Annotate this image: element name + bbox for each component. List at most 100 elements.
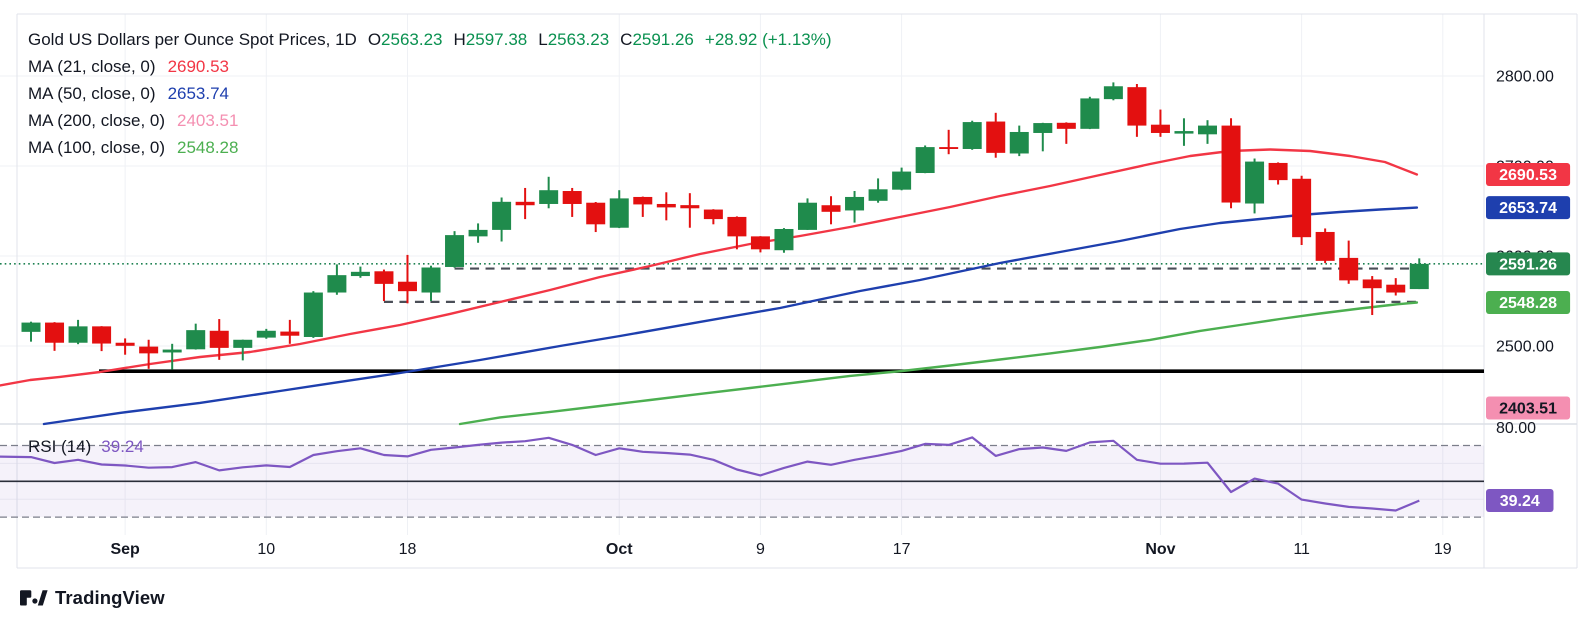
badge-label: 2653.74 [1499,200,1557,217]
ohlc-key: L [538,30,548,49]
candle-body [1315,231,1335,261]
candle [1033,122,1053,152]
candle [445,231,465,268]
time-axis-label: Oct [606,541,633,558]
badge-background [1486,163,1571,187]
time-axis-label: Sep [110,541,140,558]
axis-badge-2548-28[interactable]: 2548.28 [1486,291,1571,315]
axis-badge-2653-74[interactable]: 2653.74 [1486,196,1571,220]
time-axis-label: 10 [257,541,275,558]
candle [280,319,300,344]
candle-body [1174,131,1194,134]
ohlc-low: L2563.23 [538,30,609,49]
candle-body [397,281,417,292]
badge-background [1486,196,1571,220]
badge-label: 2548.28 [1499,295,1557,312]
candle [68,319,88,345]
time-axis-label: 9 [756,541,765,558]
candle-body [92,326,112,344]
time-axis-label: 19 [1434,541,1452,558]
candle-body [774,228,794,251]
ohlc-close: C2591.26 [620,30,694,49]
axis-badge-2690-53[interactable]: 2690.53 [1486,163,1571,187]
candle-body [139,346,159,354]
candle [1386,278,1406,296]
tradingview-wordmark: TradingView [55,587,165,608]
candle-body [280,331,300,336]
chart-frame [0,13,1578,569]
candle [374,269,394,302]
rsi-line [0,436,1420,512]
candle [868,178,888,203]
candle-body [539,190,559,204]
candle [1315,228,1335,264]
tradingview-logo-icon [20,590,48,606]
candle-body [703,209,723,220]
badge-background [1486,291,1571,315]
candle [774,228,794,253]
candle-body [350,271,370,277]
price-change: +28.92 (+1.13%) [704,30,832,49]
candle-body [750,236,770,250]
candle [515,187,535,220]
axis-badge-39-24[interactable]: 39.24 [1486,489,1554,513]
indicator-label: MA (21, close, 0) [28,57,156,76]
candle-body [374,271,394,284]
candle [1221,118,1241,209]
rsi-axis-label: 80.00 [1496,420,1536,437]
rsi-pane [0,444,1484,518]
candle [633,196,653,217]
candle-body [1268,162,1288,181]
candle-body [1245,161,1265,204]
candle [1174,118,1194,146]
indicator-label: MA (100, close, 0) [28,138,166,157]
candle-body [21,322,41,332]
indicator-label: MA (200, close, 0) [28,111,166,130]
candle [892,167,912,191]
price-axis-label: 2500.00 [1496,338,1554,355]
candle-body [1362,279,1382,289]
candle-body [868,189,888,201]
time-axis-label: Nov [1145,541,1175,558]
candle [1103,82,1123,101]
candle-body [845,196,865,211]
candle [1339,240,1359,284]
axis-badges: 2690.53 2653.74 2591.26 2548.28 2403.51 39.24 [1486,163,1571,513]
candle-body [186,330,206,350]
axis-badge-2403-51[interactable]: 2403.51 [1486,396,1571,420]
badge-background [1486,252,1571,276]
candle [915,145,935,174]
badge-label: 2690.53 [1499,167,1557,184]
chart-legend-title-row: Gold US Dollars per Ounce Spot Prices, 1… [28,31,832,49]
axis-badge-2591-26[interactable]: 2591.26 [1486,252,1571,276]
candle-body [962,122,982,149]
candle-body [233,339,253,348]
candle-body [1221,125,1241,203]
indicator-value: 2403.51 [177,111,239,130]
candle [1292,175,1312,246]
candle [421,265,441,302]
ohlc-key: O [367,30,382,49]
candle [21,321,41,342]
candle [609,190,629,229]
candle-body [586,202,606,225]
time-axis[interactable]: Sep 10 18 Oct 9 17 Nov 11 19 [110,541,1451,558]
candle-body [609,198,629,228]
indicator-legend-ma100: MA (100, close, 0) 2548.28 [28,139,238,157]
tradingview-attribution[interactable]: TradingView [20,587,165,608]
candle [233,339,253,361]
candle-body [986,121,1006,153]
badge-label: 39.24 [1500,493,1540,510]
candle-body [445,235,465,267]
badge-label: 2591.26 [1499,256,1557,273]
candle-body [680,205,700,209]
candle [1009,125,1029,157]
candle [845,191,865,223]
candle [986,112,1006,158]
candle [139,339,159,369]
candle-body [1339,257,1359,281]
ohlc-high: H2597.38 [454,30,528,49]
indicator-label: RSI (14) [28,437,92,456]
